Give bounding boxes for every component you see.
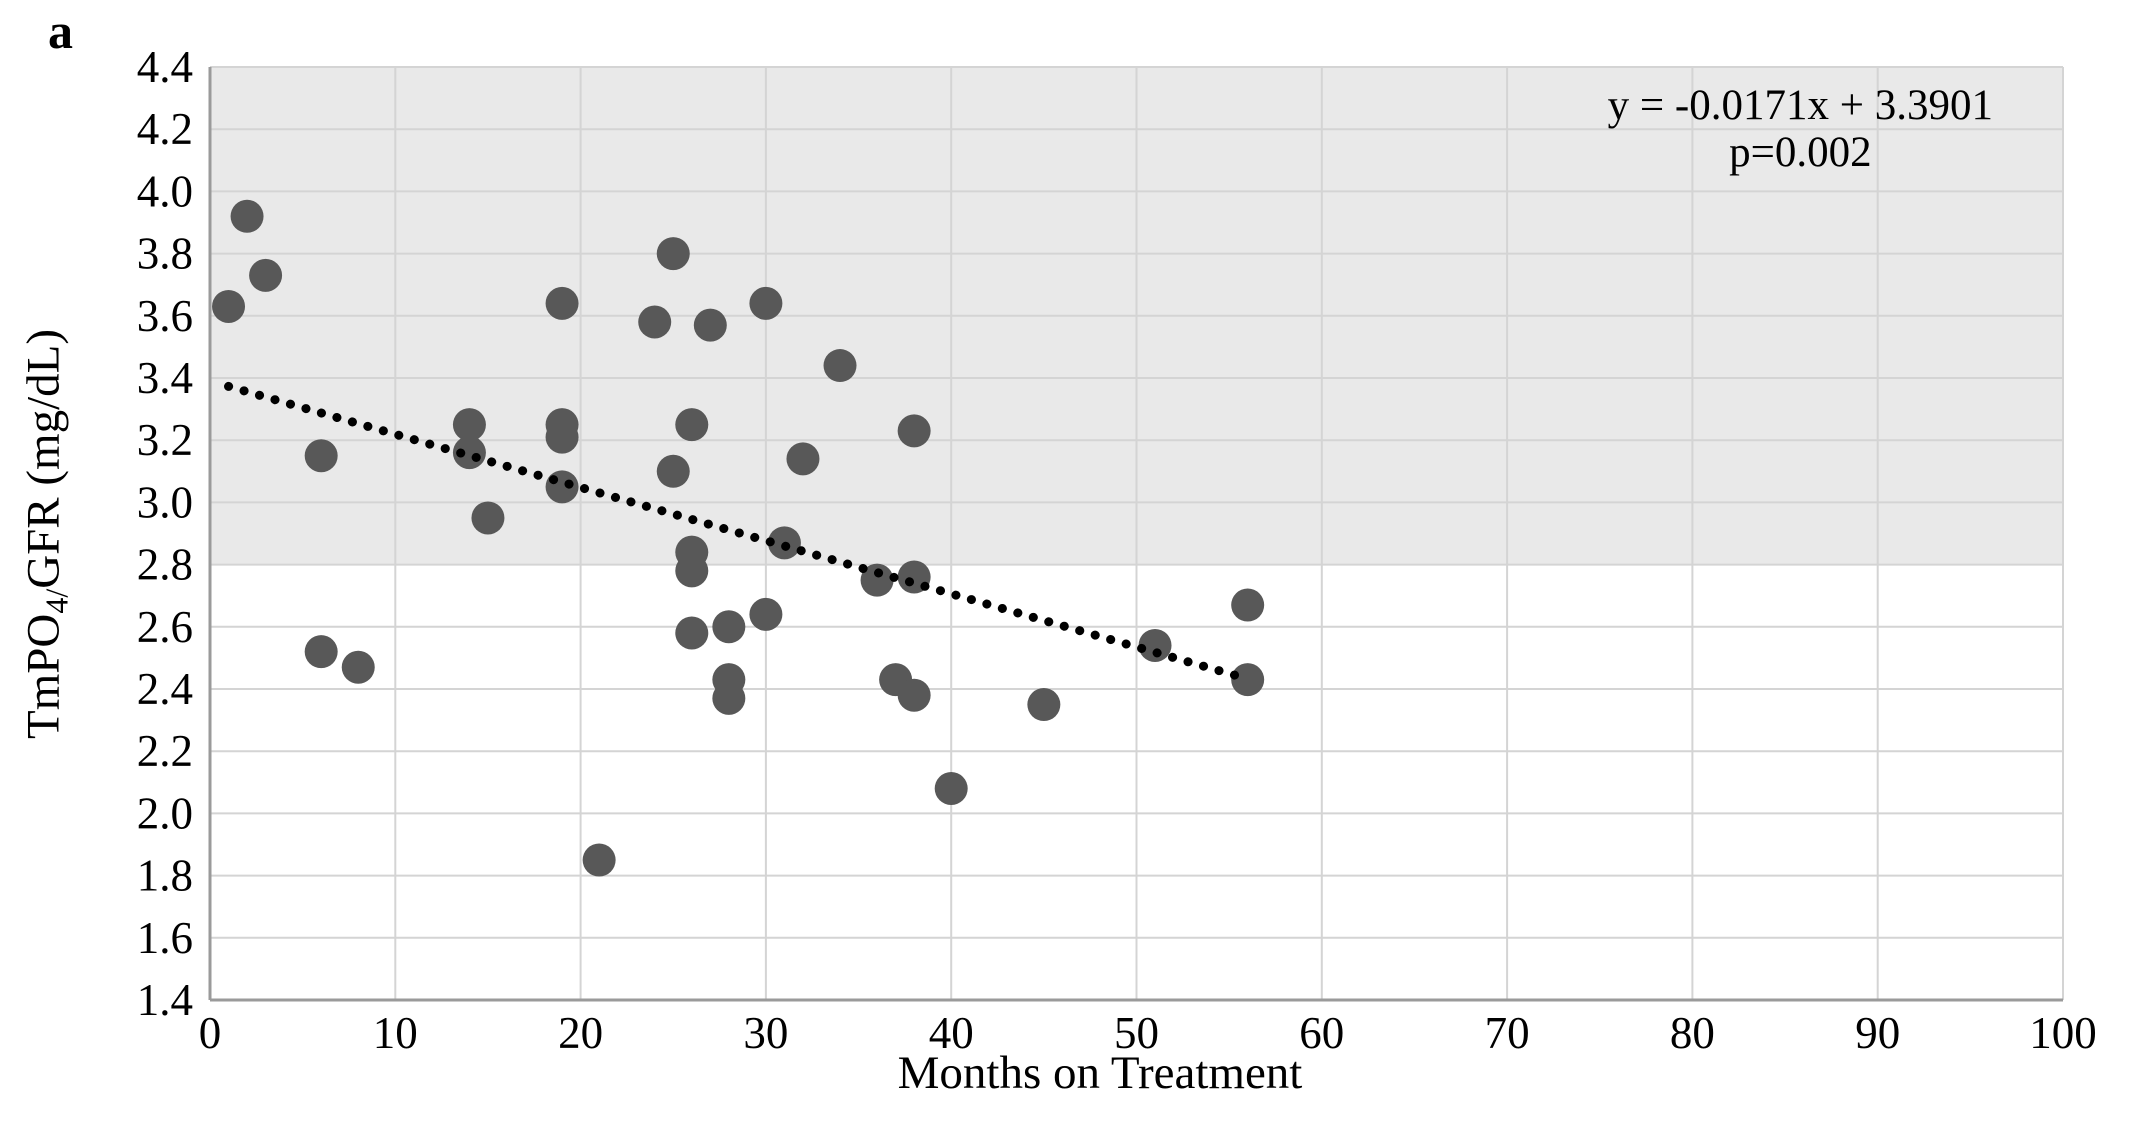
trend-line [224, 381, 1243, 681]
data-point [582, 843, 616, 877]
y-tick-label: 3.6 [137, 291, 193, 341]
y-tick-label: 3.2 [137, 415, 193, 465]
x-tick-labels: 0 10 20 30 40 50 60 70 80 90 100 [199, 1008, 2097, 1058]
x-tick-label: 100 [2029, 1008, 2097, 1058]
x-tick-label: 0 [199, 1008, 222, 1058]
data-point [304, 439, 338, 473]
y-tick-label: 1.6 [137, 913, 193, 963]
gridlines [209, 66, 2064, 1001]
data-point [675, 408, 709, 442]
data-point [212, 289, 246, 323]
data-point [452, 408, 486, 442]
data-point [749, 597, 783, 631]
data-point [230, 199, 264, 233]
data-point [786, 442, 820, 476]
y-tick-label: 2.4 [137, 664, 193, 714]
x-tick-label: 70 [1485, 1008, 1530, 1058]
panel-label: a [48, 3, 73, 59]
data-point [545, 420, 579, 454]
y-tick-label: 1.4 [137, 975, 193, 1025]
data-point [545, 470, 579, 504]
data-points [212, 199, 1265, 877]
y-tick-label: 3.8 [137, 229, 193, 279]
data-point [1138, 628, 1172, 662]
data-point [897, 414, 931, 448]
y-tick-label: 2.8 [137, 540, 193, 590]
data-point [1231, 588, 1265, 622]
x-tick-label: 90 [1855, 1008, 1900, 1058]
data-point [638, 305, 672, 339]
data-point [341, 650, 375, 684]
y-tick-label: 2.0 [137, 788, 193, 838]
y-tick-label: 4.4 [137, 42, 193, 92]
trendline-annotation: y = -0.0171x + 3.3901 p=0.002 [1608, 82, 1993, 177]
data-point [860, 563, 894, 597]
data-point [1231, 663, 1265, 697]
x-tick-label: 10 [373, 1008, 418, 1058]
y-axis-title-prefix: TmPO [17, 613, 70, 740]
data-point [749, 286, 783, 320]
data-point [675, 554, 709, 588]
x-tick-label: 40 [929, 1008, 974, 1058]
data-point [656, 237, 690, 271]
y-tick-label: 2.2 [137, 726, 193, 776]
x-tick-label: 50 [1114, 1008, 1159, 1058]
data-point [712, 681, 746, 715]
y-tick-label: 2.6 [137, 602, 193, 652]
y-tick-label: 3.4 [137, 353, 193, 403]
data-point [934, 772, 968, 806]
data-point [545, 286, 579, 320]
data-point [249, 258, 283, 292]
y-tick-label: 4.2 [137, 104, 193, 154]
data-point [471, 501, 505, 535]
data-point [823, 349, 857, 383]
data-point [304, 635, 338, 669]
y-axis-title: TmPO4/GFR (mg/dL) [17, 328, 75, 740]
x-axis-title: Months on Treatment [897, 1047, 1303, 1099]
x-tick-label: 80 [1670, 1008, 1715, 1058]
data-point [656, 454, 690, 488]
y-tick-labels: 1.4 1.6 1.8 2.0 2.2 2.4 2.6 2.8 3.0 3.2 3.4 3.6 3.8 4… [137, 42, 193, 1025]
data-point [675, 616, 709, 650]
trendline-equation: y = -0.0171x + 3.3901 [1607, 82, 1993, 129]
data-point [693, 308, 727, 342]
data-point [897, 678, 931, 712]
x-tick-label: 30 [743, 1008, 788, 1058]
p-value: p=0.002 [1729, 129, 1872, 177]
y-tick-label: 3.0 [137, 477, 193, 527]
y-axis-title-suffix: GFR (mg/dL) [17, 328, 70, 589]
y-tick-label: 1.8 [137, 851, 193, 901]
x-tick-label: 60 [1299, 1008, 1344, 1058]
x-tick-label: 20 [558, 1008, 603, 1058]
data-point [1027, 688, 1061, 722]
y-tick-label: 4.0 [137, 166, 193, 216]
data-point [712, 610, 746, 644]
y-axis-title-subscript: 4/ [39, 588, 75, 614]
